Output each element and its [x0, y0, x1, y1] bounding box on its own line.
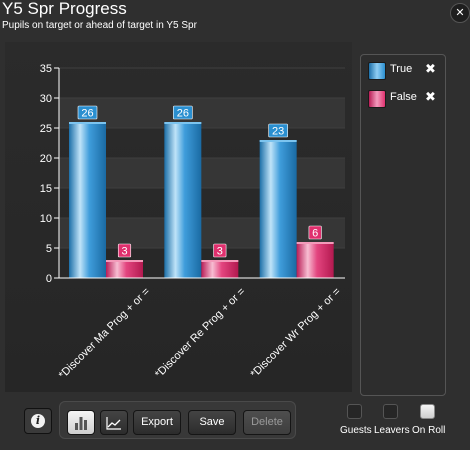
legend-panel: True ✖ False ✖: [360, 54, 446, 396]
x-tick-label: *Discover Ma Prog + or =: [57, 286, 153, 382]
data-label: 23: [272, 126, 284, 138]
grid-band: [59, 98, 345, 128]
y-tick-label: 10: [40, 213, 52, 225]
bar-true[interactable]: [164, 122, 202, 278]
legend-item-false[interactable]: False ✖: [368, 89, 444, 108]
bar-cap: [106, 260, 143, 262]
leavers-label: Leavers: [374, 425, 410, 436]
close-icon[interactable]: ✖: [425, 61, 436, 76]
title-bar: Y5 Spr Progress Pupils on target or ahea…: [0, 0, 470, 40]
y-tick-label: 20: [40, 153, 52, 165]
delete-button[interactable]: Delete: [243, 410, 291, 435]
legend-label-false: False: [390, 91, 417, 103]
x-tick-label: *Discover Wr Prog + or =: [248, 286, 343, 381]
chart-tools-group: Export Save Delete: [59, 401, 296, 439]
guests-label: Guests: [340, 425, 372, 436]
footer-toolbar: i Export Save Delete Guests Leavers On R…: [0, 398, 470, 450]
filter-leavers[interactable]: Leavers: [374, 404, 414, 444]
filter-guests[interactable]: Guests: [338, 404, 378, 444]
save-button[interactable]: Save: [188, 410, 236, 435]
bar-chart: 0 5 10 15 20 25 30 35 26 3 *Discover Ma Prog + or …: [40, 63, 345, 382]
bar-cap: [201, 260, 239, 262]
data-label-bg: [77, 105, 98, 120]
bar-true[interactable]: [259, 140, 297, 278]
on-roll-checkbox[interactable]: [420, 404, 435, 419]
bar-false[interactable]: [201, 260, 239, 278]
data-label: 6: [312, 228, 318, 240]
y-tick-label: 25: [40, 123, 52, 135]
bar-false[interactable]: [106, 260, 143, 278]
data-label: 26: [177, 108, 189, 120]
data-label-bg: [308, 225, 322, 240]
y-tick-label: 35: [40, 63, 52, 75]
data-label-bg: [117, 243, 132, 258]
data-label-bg: [173, 105, 193, 120]
y-tick-label: 5: [46, 243, 52, 255]
line-chart-icon: [106, 417, 121, 430]
bar-false[interactable]: [296, 242, 334, 278]
filter-on-roll[interactable]: On Roll: [412, 404, 452, 444]
info-icon: i: [31, 414, 45, 428]
bar-cap: [69, 122, 106, 124]
close-icon[interactable]: ✖: [425, 89, 436, 104]
data-label: 3: [217, 246, 223, 258]
legend-swatch-true: [368, 62, 386, 80]
legend-label-true: True: [390, 63, 413, 75]
line-chart-button[interactable]: [100, 410, 128, 435]
data-label-bg: [268, 123, 288, 138]
chart-panel: 0 5 10 15 20 25 30 35 26 3 *Discover Ma Prog + or …: [5, 42, 352, 392]
y-tick-label: 15: [40, 183, 52, 195]
info-button[interactable]: i: [24, 408, 52, 434]
data-label-bg: [213, 243, 227, 258]
export-button[interactable]: Export: [133, 410, 181, 435]
on-roll-label: On Roll: [412, 425, 446, 436]
bar-cap: [296, 242, 334, 244]
bar-cap: [259, 140, 297, 142]
grid-band: [59, 158, 345, 188]
page-subtitle: Pupils on target or ahead of target in Y…: [2, 20, 197, 31]
close-icon[interactable]: ✕: [450, 3, 470, 23]
bar-chart-icon: [75, 417, 87, 430]
guests-checkbox[interactable]: [347, 404, 362, 419]
x-tick-label: *Discover Re Prog + or =: [153, 286, 248, 381]
legend-item-true[interactable]: True ✖: [368, 61, 444, 80]
page-title: Y5 Spr Progress: [2, 0, 127, 18]
bar-chart-button[interactable]: [67, 410, 95, 435]
data-label: 3: [121, 246, 127, 258]
bar-cap: [164, 122, 202, 124]
y-tick-label: 0: [46, 273, 52, 285]
data-label: 26: [81, 108, 93, 120]
leavers-checkbox[interactable]: [383, 404, 398, 419]
y-tick-label: 30: [40, 93, 52, 105]
legend-swatch-false: [368, 90, 386, 108]
bar-true[interactable]: [69, 122, 106, 278]
